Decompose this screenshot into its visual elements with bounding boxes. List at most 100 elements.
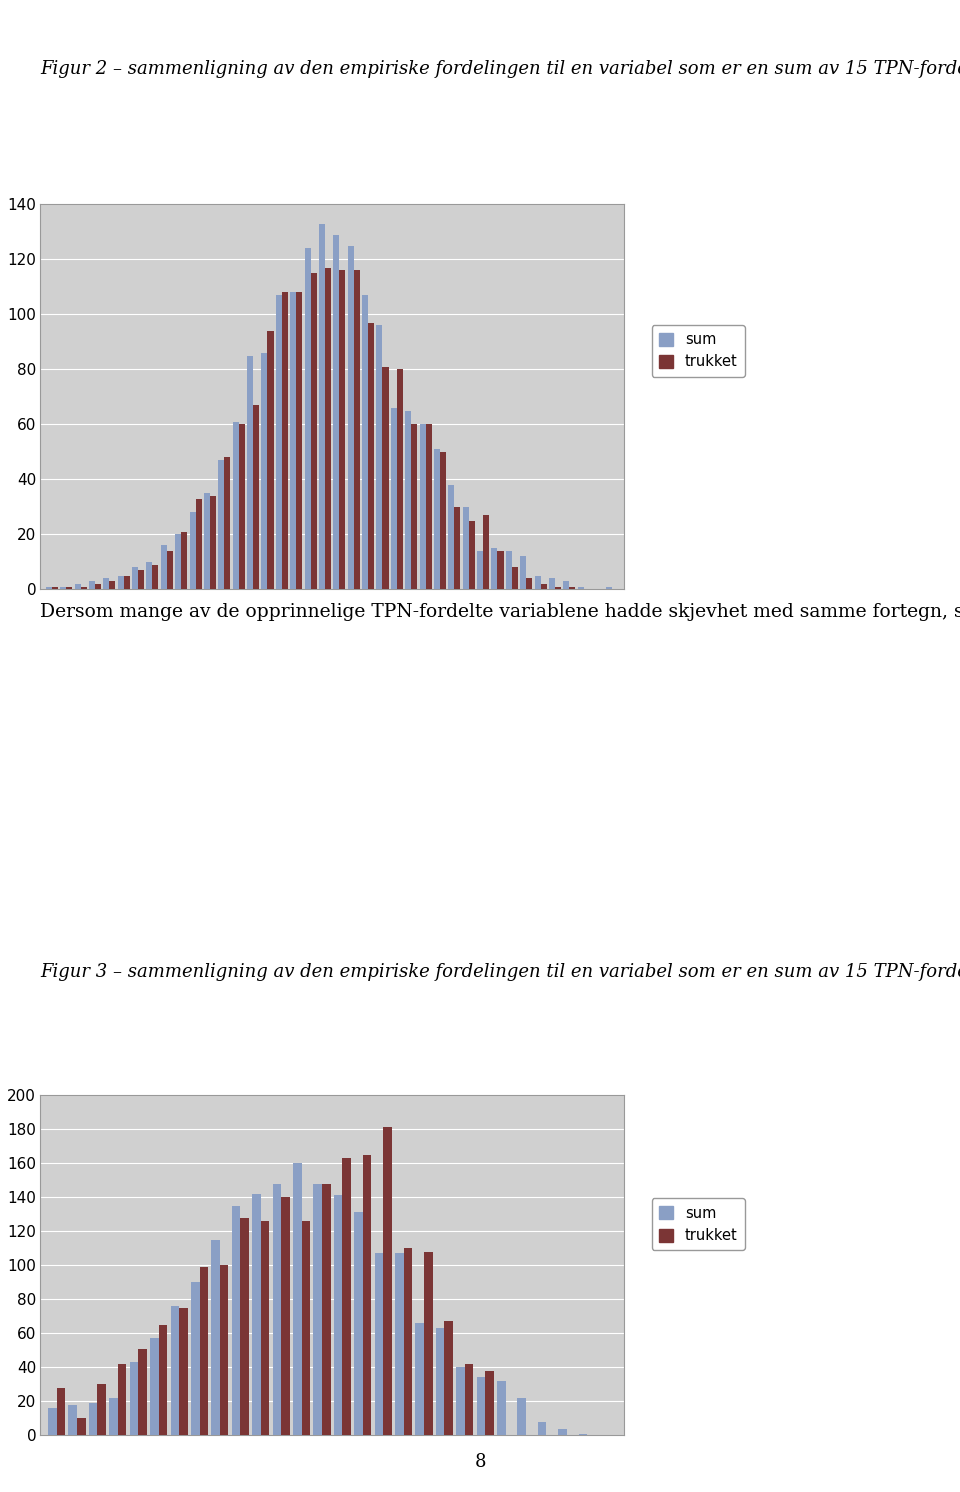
Bar (535, 576, 540, 589)
Bar (578, 586, 584, 589)
Bar (158, 1325, 167, 1435)
Bar (564, 580, 569, 589)
Bar (132, 567, 138, 589)
Bar (220, 1265, 228, 1435)
Bar (196, 498, 202, 589)
Bar (304, 248, 311, 589)
Bar (526, 579, 532, 589)
Bar (363, 1155, 372, 1435)
Bar (555, 586, 561, 589)
Bar (362, 295, 368, 589)
Bar (204, 492, 210, 589)
Bar (118, 576, 124, 589)
Bar (436, 1328, 444, 1435)
Text: 8: 8 (474, 1453, 486, 1471)
Bar (448, 485, 454, 589)
Bar (225, 458, 230, 589)
Bar (273, 1183, 281, 1435)
Bar (322, 1183, 330, 1435)
Bar (354, 1213, 363, 1435)
Bar (334, 1195, 343, 1435)
Bar (465, 1364, 473, 1435)
Bar (68, 1404, 77, 1435)
Bar (512, 567, 517, 589)
Bar (319, 224, 325, 589)
Bar (368, 322, 374, 589)
Bar (456, 1367, 465, 1435)
Bar (89, 580, 95, 589)
Bar (395, 1253, 403, 1435)
Bar (52, 586, 58, 589)
Legend: sum, trukket: sum, trukket (652, 1198, 745, 1250)
Bar (301, 1220, 310, 1435)
Bar (333, 234, 339, 589)
Bar (167, 551, 173, 589)
Bar (325, 267, 331, 589)
Bar (181, 531, 187, 589)
Bar (416, 1323, 424, 1435)
Bar (130, 1362, 138, 1435)
Bar (231, 1206, 240, 1435)
Text: Figur 3 – sammenligning av den empiriske fordelingen til en variabel som er en s: Figur 3 – sammenligning av den empiriske… (40, 962, 960, 980)
Bar (218, 460, 225, 589)
Bar (483, 515, 490, 589)
Bar (405, 410, 411, 589)
Bar (252, 1194, 261, 1435)
Bar (374, 1253, 383, 1435)
Bar (48, 1408, 57, 1435)
Text: Dersom mange av de opprinnelige TPN-fordelte variablene hadde skjevhet med samme: Dersom mange av de opprinnelige TPN-ford… (40, 600, 960, 621)
Bar (160, 546, 167, 589)
Bar (391, 407, 396, 589)
Bar (434, 449, 440, 589)
Bar (98, 1385, 106, 1435)
Bar (353, 270, 360, 589)
Bar (579, 1434, 588, 1435)
Bar (383, 1128, 392, 1435)
Bar (200, 1267, 208, 1435)
Bar (549, 579, 555, 589)
Bar (180, 1307, 187, 1435)
Bar (60, 586, 66, 589)
Bar (538, 1422, 546, 1435)
Bar (477, 1377, 485, 1435)
Bar (175, 534, 181, 589)
Bar (138, 570, 144, 589)
Bar (261, 1220, 270, 1435)
Bar (247, 355, 253, 589)
Bar (520, 557, 526, 589)
Bar (118, 1364, 127, 1435)
Bar (517, 1398, 526, 1435)
Bar (239, 424, 245, 589)
Bar (147, 562, 153, 589)
Bar (75, 583, 81, 589)
Bar (506, 551, 512, 589)
Bar (290, 292, 297, 589)
Bar (313, 1183, 322, 1435)
Text: Figur 2 – sammenligning av den empiriske fordelingen til en variabel som er en s: Figur 2 – sammenligning av den empiriske… (40, 60, 960, 78)
Bar (376, 325, 382, 589)
Bar (138, 1349, 147, 1435)
Bar (293, 1164, 301, 1435)
Bar (66, 586, 72, 589)
Bar (211, 1240, 220, 1435)
Bar (569, 586, 575, 589)
Bar (95, 583, 101, 589)
Bar (261, 354, 268, 589)
Bar (339, 270, 346, 589)
Bar (485, 1371, 493, 1435)
Bar (444, 1322, 453, 1435)
Bar (171, 1306, 180, 1435)
Bar (403, 1249, 412, 1435)
Bar (150, 1338, 158, 1435)
Bar (46, 586, 52, 589)
Bar (240, 1217, 249, 1435)
Bar (343, 1158, 351, 1435)
Bar (109, 1398, 118, 1435)
Bar (124, 576, 130, 589)
Bar (492, 548, 497, 589)
Bar (463, 507, 468, 589)
Bar (348, 246, 353, 589)
Bar (57, 1388, 65, 1435)
Bar (282, 292, 288, 589)
Bar (477, 551, 483, 589)
